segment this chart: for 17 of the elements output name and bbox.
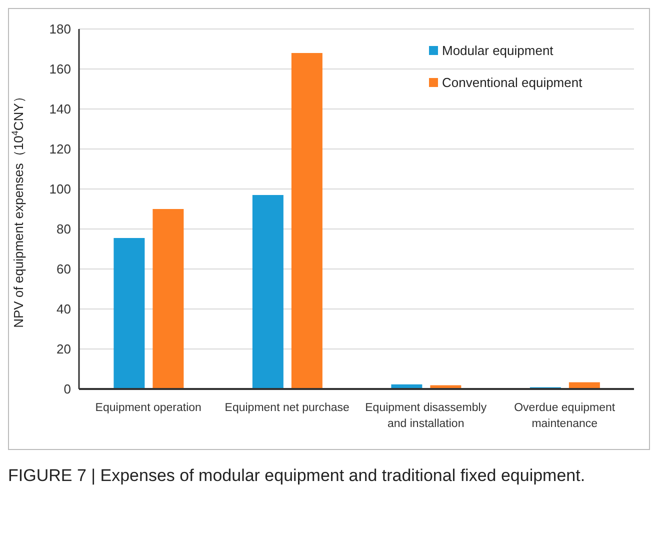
y-tick-label: 100 xyxy=(49,182,71,197)
y-tick-label: 20 xyxy=(56,342,71,357)
y-tick-label: 160 xyxy=(49,62,71,77)
y-tick-label: 120 xyxy=(49,142,71,157)
y-tick-label: 60 xyxy=(56,262,71,277)
x-tick-label: Overdue equipment maintenance xyxy=(514,402,616,430)
y-tick-label: 40 xyxy=(56,302,71,317)
x-tick-label: Equipment disassembly and installation xyxy=(365,402,487,430)
legend-label: Conventional equipment xyxy=(442,74,582,90)
x-tick-label: Equipment net purchase xyxy=(224,402,350,414)
caption: FIGURE 7 | Expenses of modular equipment and traditional fixed equipment. xyxy=(8,465,586,487)
y-tick-label: 0 xyxy=(64,382,71,397)
legend-label: Modular equipment xyxy=(442,42,554,58)
y-tick-label: 180 xyxy=(49,22,71,37)
y-tick-label: 80 xyxy=(56,222,71,237)
y-tick-label: 140 xyxy=(49,102,71,117)
x-tick-label: Equipment operation xyxy=(95,402,202,414)
